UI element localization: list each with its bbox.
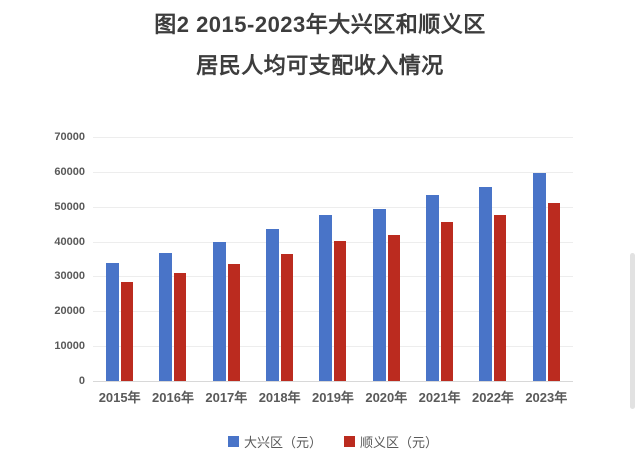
legend-label-daxing: 大兴区（元）: [243, 435, 322, 450]
bar-group-2021年: [413, 137, 466, 381]
legend-item-shunyi: 顺义区（元）: [344, 432, 438, 451]
bar-shunyi-2018年: [281, 254, 294, 381]
x-tick-label-2016年: 2016年: [152, 390, 194, 405]
y-tick-label: 30000: [54, 270, 85, 282]
y-tick-label: 10000: [54, 340, 85, 352]
y-gridline: [93, 346, 573, 347]
shunyi-legend-swatch-icon: [344, 436, 355, 447]
bar-group-2018年: [253, 137, 306, 381]
x-tick-label-2021年: 2021年: [418, 390, 461, 405]
bar-daxing-2020年: [372, 208, 386, 381]
bar-shunyi-2019年: [334, 241, 347, 381]
y-axis-labels: 0 10000 20000 30000 40000 50000 60000 70000: [20, 131, 85, 387]
legend-item-daxing: 大兴区（元）: [227, 432, 322, 451]
scrollbar-thumb[interactable]: [630, 253, 635, 409]
bar-daxing-2019年: [319, 215, 333, 381]
bar-group-2017年: [200, 137, 253, 381]
y-gridline: [93, 242, 573, 243]
plot-area: 2015年 2016年 2017年 2018年 2019年 2020年 2021年 2022年…: [93, 137, 573, 405]
y-tick-label: 50000: [54, 201, 85, 213]
x-tick-label-2023年: 2023年: [525, 390, 568, 405]
bar-daxing-2021年: [426, 194, 440, 381]
y-tick-label: 0: [78, 375, 85, 387]
y-gridline: [93, 276, 573, 277]
y-gridline: [93, 207, 573, 208]
y-tick-label: 20000: [54, 305, 85, 317]
x-tick-label-2019年: 2019年: [312, 390, 354, 405]
chart-title: 图2 2015-2023年大兴区和顺义区 居民人均可支配收入情况: [0, 4, 640, 86]
bar-daxing-2015年: [106, 263, 120, 381]
y-gridline: [93, 172, 573, 173]
bar-shunyi-2021年: [441, 221, 454, 381]
bar-shunyi-2015年: [121, 282, 134, 381]
bar-shunyi-2023年: [547, 202, 560, 381]
bar-shunyi-2017年: [227, 263, 240, 381]
y-tick-label: 70000: [54, 131, 85, 143]
legend-label-shunyi: 顺义区（元）: [360, 435, 439, 450]
daxing-legend-swatch-icon: [227, 436, 239, 447]
bar-group-2020年: [360, 137, 413, 381]
bar-shunyi-2020年: [387, 234, 400, 381]
bar-shunyi-2022年: [494, 214, 507, 381]
x-tick-label-2017年: 2017年: [205, 390, 248, 405]
x-tick-label-2022年: 2022年: [472, 390, 514, 405]
chart-title-line1: 图2 2015-2023年大兴区和顺义区: [154, 12, 486, 37]
y-gridline: [93, 137, 573, 138]
bar-daxing-2017年: [212, 241, 226, 381]
bar-group-2019年: [306, 137, 359, 381]
bar-group-2023年: [520, 137, 573, 381]
bar-group-2016年: [146, 137, 199, 381]
bar-daxing-2018年: [266, 228, 280, 381]
x-tick-label-2018年: 2018年: [258, 390, 301, 405]
y-tick-label: 40000: [54, 236, 85, 248]
bar-shunyi-2016年: [174, 272, 187, 381]
bar-group-2022年: [466, 137, 519, 381]
bar-daxing-2022年: [479, 186, 493, 381]
x-tick-label-2020年: 2020年: [365, 390, 408, 405]
y-tick-label: 60000: [54, 166, 85, 178]
bar-group-2015年: [93, 137, 146, 381]
y-gridline: [93, 311, 573, 312]
chart-title-line2: 居民人均可支配收入情况: [196, 53, 444, 78]
bar-series: [93, 137, 573, 381]
legend: 大兴区（元） 顺义区（元）: [93, 432, 573, 451]
x-axis-labels: 2015年 2016年 2017年 2018年 2019年 2020年 2021年 2022年…: [93, 387, 573, 406]
bar-daxing-2023年: [532, 173, 546, 381]
x-axis-baseline: [93, 381, 573, 382]
x-tick-label-2015年: 2015年: [98, 390, 141, 405]
bar-daxing-2016年: [159, 253, 173, 381]
